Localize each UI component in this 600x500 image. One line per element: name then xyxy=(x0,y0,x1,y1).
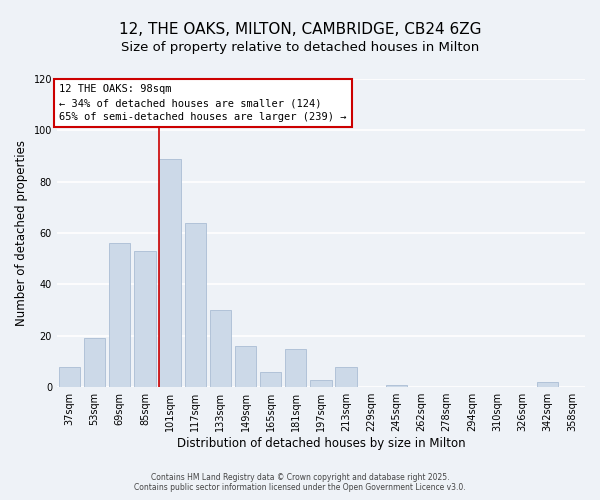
Bar xyxy=(310,380,332,387)
Bar xyxy=(209,310,231,387)
Bar xyxy=(134,251,155,387)
Bar xyxy=(160,158,181,387)
Bar xyxy=(59,366,80,387)
Bar xyxy=(335,366,357,387)
Text: Contains public sector information licensed under the Open Government Licence v3: Contains public sector information licen… xyxy=(134,484,466,492)
Bar xyxy=(285,348,307,387)
Bar xyxy=(386,384,407,387)
Y-axis label: Number of detached properties: Number of detached properties xyxy=(15,140,28,326)
Bar xyxy=(84,338,106,387)
Bar xyxy=(260,372,281,387)
Bar xyxy=(185,223,206,387)
Bar xyxy=(536,382,558,387)
Text: Contains HM Land Registry data © Crown copyright and database right 2025.: Contains HM Land Registry data © Crown c… xyxy=(151,474,449,482)
Bar xyxy=(235,346,256,387)
Text: 12 THE OAKS: 98sqm
← 34% of detached houses are smaller (124)
65% of semi-detach: 12 THE OAKS: 98sqm ← 34% of detached hou… xyxy=(59,84,346,122)
Text: 12, THE OAKS, MILTON, CAMBRIDGE, CB24 6ZG: 12, THE OAKS, MILTON, CAMBRIDGE, CB24 6Z… xyxy=(119,22,481,38)
Text: Size of property relative to detached houses in Milton: Size of property relative to detached ho… xyxy=(121,41,479,54)
X-axis label: Distribution of detached houses by size in Milton: Distribution of detached houses by size … xyxy=(176,437,465,450)
Bar xyxy=(109,244,130,387)
